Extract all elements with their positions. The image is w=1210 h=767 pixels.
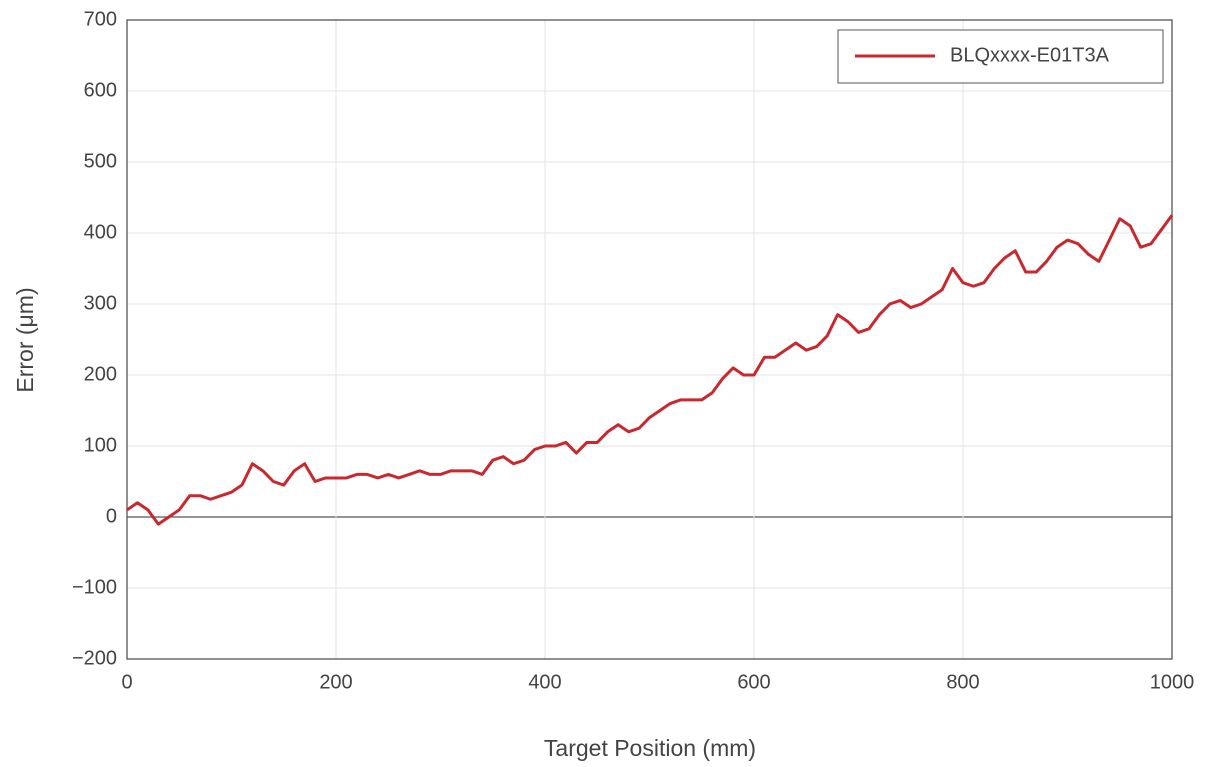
y-tick-label: 200: [84, 363, 117, 385]
y-tick-label: 0: [106, 505, 117, 527]
y-tick-label: 400: [84, 221, 117, 243]
y-axis-label: Error (μm): [12, 287, 38, 392]
x-tick-label: 600: [737, 671, 770, 693]
y-tick-label: 600: [84, 79, 117, 101]
y-tick-label: −200: [72, 647, 117, 669]
x-tick-label: 1000: [1150, 671, 1195, 693]
x-axis-label: Target Position (mm): [544, 735, 756, 761]
y-tick-label: 500: [84, 150, 117, 172]
axes-frame: [126, 19, 1173, 660]
x-tick-label: 800: [946, 671, 979, 693]
data-line: [126, 214, 1174, 526]
legend-label: BLQxxxx-E01T3A: [950, 44, 1110, 66]
y-tick-label: 100: [84, 434, 117, 456]
y-tick-label: 700: [84, 8, 117, 30]
x-tick-label: 200: [319, 671, 352, 693]
x-tick-label: 400: [528, 671, 561, 693]
plot-area: [127, 20, 1172, 659]
y-tick-label: −100: [72, 576, 117, 598]
x-tick-label: 0: [121, 671, 132, 693]
y-tick-label: 300: [84, 292, 117, 314]
